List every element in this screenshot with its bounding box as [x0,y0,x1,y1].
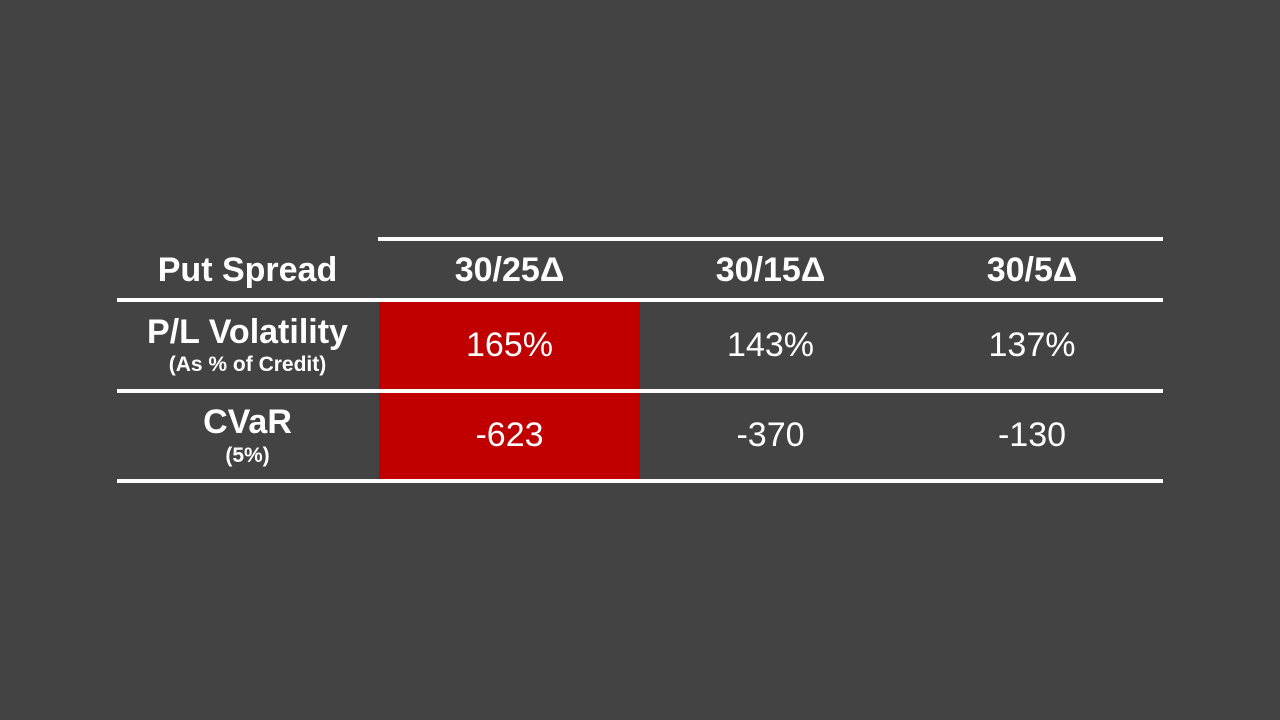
header-30-5-delta: 30/5Δ [901,243,1163,299]
table-cell: -623 [379,393,640,479]
table-cell: -130 [901,393,1163,479]
table-top-rule [378,237,1163,241]
table-cell: 143% [640,302,901,389]
cell-value: -370 [736,416,805,455]
header-put-spread: Put Spread [117,243,378,299]
cell-value: 143% [727,325,814,364]
row-divider-rule [117,389,1163,393]
row-label-cvar: CVaR (5%) [117,393,378,479]
table-cell: -370 [640,393,901,479]
header-30-25-delta: 30/25Δ [379,243,640,299]
row-label-pl-volatility: P/L Volatility (As % of Credit) [117,302,378,389]
row-title: CVaR [203,403,292,442]
header-label: 30/5Δ [986,251,1078,290]
cell-value: -623 [475,416,544,455]
header-label: 30/15Δ [715,251,826,290]
header-30-15-delta: 30/15Δ [640,243,901,299]
table-cell: 165% [379,302,640,389]
table-bottom-rule [117,479,1163,483]
header-label: Put Spread [157,251,338,290]
row-subtitle: (As % of Credit) [168,353,327,377]
highlight-cell-cvar [379,393,640,479]
cell-value: 137% [988,325,1076,364]
row-subtitle: (5%) [225,443,270,467]
header-divider-rule [117,298,1163,302]
highlight-cell-pl-volatility [379,302,640,389]
comparison-table: Put Spread 30/25Δ 30/15Δ 30/5Δ P/L Volat… [117,237,1163,483]
header-label: 30/25Δ [454,251,565,290]
row-title: P/L Volatility [147,312,348,351]
table-cell: 137% [901,302,1163,389]
cell-value: 165% [466,325,553,364]
cell-value: -130 [997,416,1067,455]
